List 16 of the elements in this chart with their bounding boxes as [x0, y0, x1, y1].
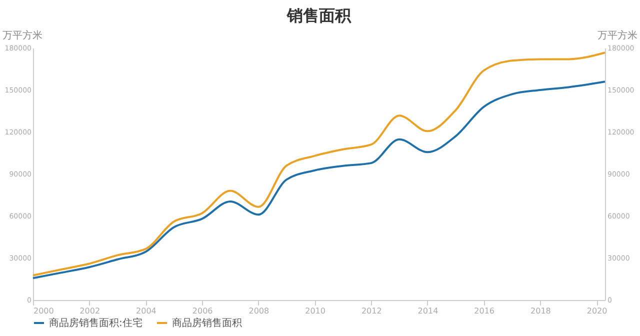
x-tick-label: 2010: [305, 306, 326, 316]
legend-label: 商品房销售面积: [172, 317, 242, 329]
legend-label: 商品房销售面积:住宅: [49, 317, 142, 329]
x-tick-label: 2020: [586, 306, 608, 316]
y2-axis-title: 万平方米: [598, 30, 638, 42]
x-tick-label: 2018: [530, 306, 551, 316]
x-tick-label: 2002: [80, 306, 100, 316]
y-axis-title: 万平方米: [2, 30, 42, 42]
x-tick-label: 2000: [34, 306, 54, 316]
x-tick-label: 2006: [192, 306, 213, 316]
x-tick-label: 2014: [418, 306, 438, 316]
x-tick-label: 2004: [136, 306, 156, 316]
x-tick-label: 2008: [248, 306, 270, 316]
x-tick-label: 2016: [474, 306, 495, 316]
chart-title: 销售面积: [286, 6, 352, 25]
x-tick-label: 2012: [361, 306, 382, 316]
